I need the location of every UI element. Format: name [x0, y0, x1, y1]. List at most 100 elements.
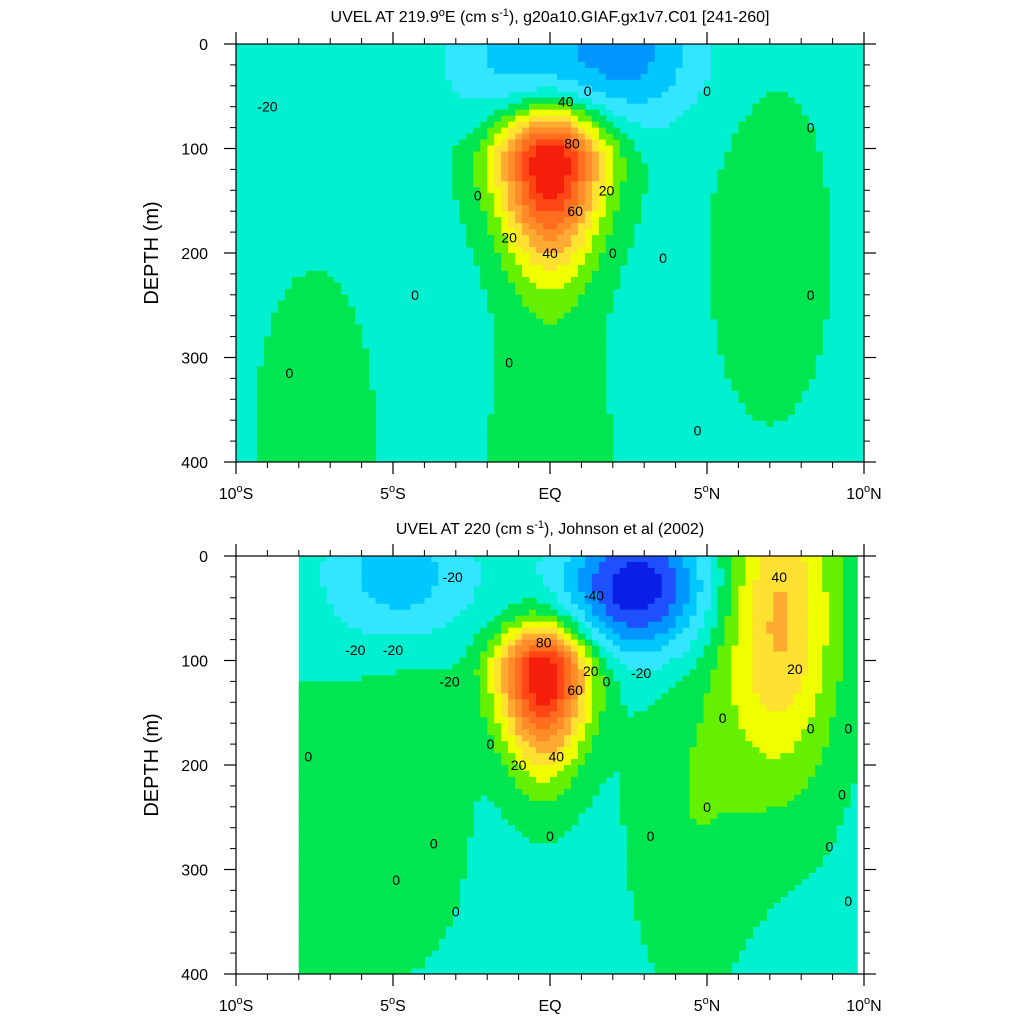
contour-cell: [459, 663, 467, 671]
contour-cell: [808, 294, 816, 302]
contour-cell: [515, 396, 523, 403]
contour-cell: [382, 938, 391, 945]
contour-cell: [787, 396, 795, 403]
contour-cell: [724, 241, 733, 248]
contour-cell: [773, 217, 781, 224]
contour-cell: [382, 753, 391, 760]
contour-cell: [340, 860, 349, 868]
contour-cell: [445, 747, 453, 754]
contour-cell: [305, 830, 314, 838]
contour-cell: [340, 336, 349, 344]
contour-cell: [577, 44, 586, 51]
contour-cell: [598, 235, 607, 242]
contour-cell: [445, 800, 453, 808]
contour-cell: [780, 121, 788, 129]
contour-cell: [550, 264, 558, 272]
contour-cell: [584, 223, 593, 230]
contour-cell: [529, 139, 537, 147]
contour-cell: [445, 705, 453, 712]
contour-cell: [633, 181, 642, 188]
contour-cell: [543, 711, 551, 718]
contour-cell: [815, 288, 823, 296]
contour-cell: [605, 175, 614, 182]
contour-cell: [529, 115, 537, 123]
contour-cell: [494, 456, 502, 462]
contour-cell: [382, 902, 391, 909]
contour-cell: [717, 241, 726, 248]
contour-cell: [738, 187, 746, 194]
contour-cell: [354, 896, 363, 903]
contour-cell: [347, 579, 356, 587]
contour-cell: [598, 229, 607, 236]
contour-cell: [773, 253, 781, 260]
contour-cell: [529, 830, 537, 838]
contour-cell: [584, 378, 593, 385]
contour-cell: [438, 896, 446, 903]
contour-cell: [494, 247, 502, 254]
contour-cell: [654, 121, 663, 129]
contour-cell: [319, 432, 328, 439]
contour-cell: [361, 360, 370, 368]
contour-cell: [361, 735, 370, 742]
contour-cell: [570, 145, 579, 153]
contour-cell: [361, 444, 370, 451]
contour-cell: [529, 735, 537, 742]
contour-cell: [298, 408, 307, 415]
contour-cell: [501, 717, 509, 724]
contour-cell: [480, 723, 488, 730]
contour-cell: [522, 223, 530, 230]
contour-cell: [326, 579, 335, 587]
contour-cell: [556, 324, 565, 332]
contour-cell: [654, 85, 663, 93]
contour-cell: [438, 920, 446, 927]
contour-cell: [584, 360, 593, 368]
contour-cell: [473, 61, 481, 69]
contour-cell: [787, 402, 795, 409]
contour-cell: [494, 79, 502, 87]
contour-cell: [577, 366, 586, 374]
contour-cell: [556, 276, 565, 284]
contour-cell: [466, 747, 474, 754]
contour-cell: [487, 776, 495, 784]
contour-cell: [584, 753, 593, 760]
contour-cell: [577, 318, 586, 326]
contour-cell: [577, 187, 586, 194]
contour-cell: [682, 97, 691, 105]
contour-cell: [354, 753, 363, 760]
contour-cell: [431, 556, 439, 563]
contour-cell: [577, 348, 586, 356]
contour-cell: [382, 759, 391, 766]
contour-cell: [487, 705, 495, 712]
contour-cell: [298, 908, 307, 915]
contour-cell: [794, 115, 802, 123]
contour-cell: [256, 402, 265, 409]
contour-cell: [298, 723, 307, 730]
contour-cell: [445, 609, 453, 617]
contour-cell: [794, 390, 802, 397]
contour-cell: [633, 73, 642, 81]
contour-cell: [347, 836, 356, 844]
contour-cell: [591, 294, 600, 302]
contour-cell: [480, 681, 488, 688]
contour-cell: [417, 591, 425, 599]
contour-cell: [515, 85, 523, 93]
contour-cell: [536, 729, 544, 736]
contour-cell: [731, 151, 739, 159]
contour-cell: [501, 199, 509, 206]
contour-cell: [640, 97, 649, 105]
contour-cell: [710, 229, 719, 236]
contour-cell: [340, 914, 349, 921]
contour-cell: [284, 402, 293, 409]
contour-cell: [396, 968, 405, 974]
contour-cell: [801, 223, 809, 230]
contour-cell: [438, 860, 446, 868]
contour-cell: [556, 675, 565, 682]
contour-cell: [570, 264, 579, 272]
contour-cell: [508, 782, 516, 790]
contour-cell: [291, 402, 300, 409]
contour-cell: [396, 627, 405, 635]
contour-cell: [305, 432, 314, 439]
contour-cell: [291, 342, 300, 350]
contour-cell: [529, 711, 537, 718]
contour-cell: [612, 61, 621, 69]
